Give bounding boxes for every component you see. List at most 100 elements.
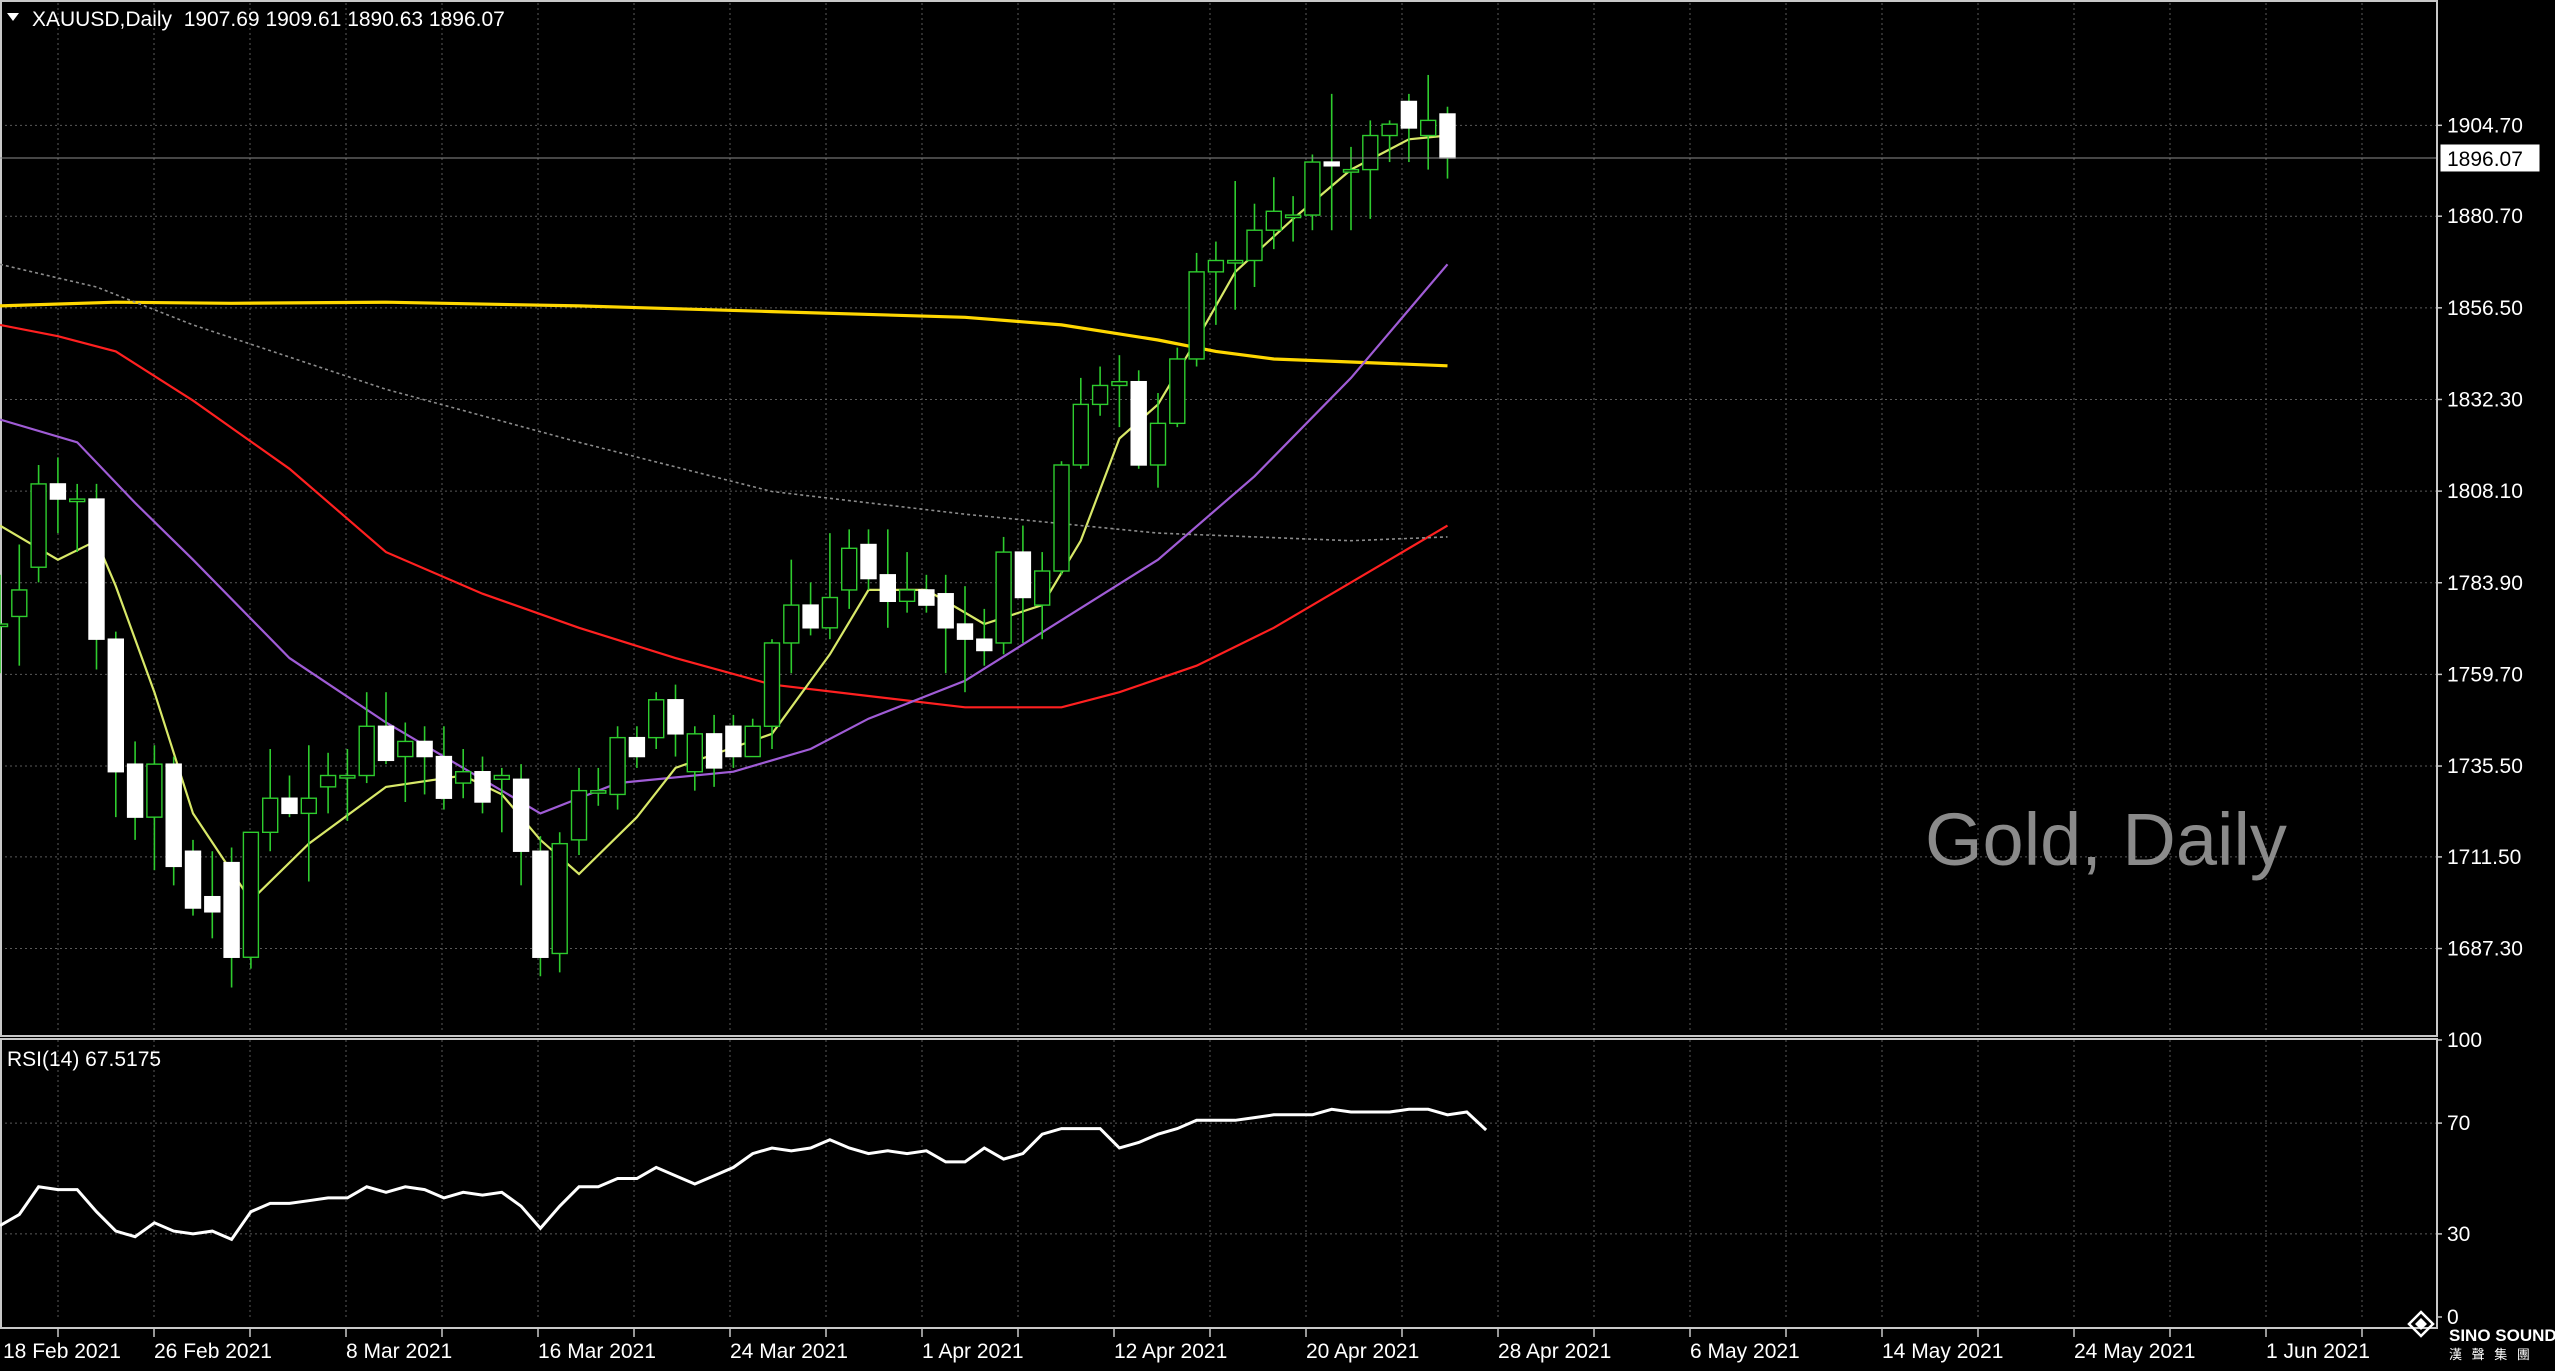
candle[interactable] [1149, 393, 1167, 488]
candle[interactable] [628, 726, 646, 768]
candle[interactable] [686, 726, 703, 791]
candle[interactable] [648, 692, 665, 749]
candle[interactable] [860, 529, 877, 590]
candle-body [146, 763, 163, 818]
candle[interactable] [1169, 347, 1186, 428]
candle[interactable] [416, 726, 433, 795]
candle[interactable] [667, 684, 684, 757]
candle[interactable] [1014, 525, 1032, 643]
candle[interactable] [281, 775, 298, 818]
candle[interactable] [1304, 154, 1321, 231]
candle[interactable] [126, 741, 144, 840]
candle-body [1226, 259, 1244, 264]
candle[interactable] [1226, 180, 1244, 310]
candle[interactable] [918, 574, 935, 613]
candle[interactable] [435, 726, 453, 810]
candle[interactable] [532, 836, 549, 977]
candle-body [88, 498, 105, 640]
candle[interactable] [995, 536, 1012, 655]
price-axis[interactable]: 1904.70 1880.70 1856.50 1832.30 1808.10 1783.… [2436, 114, 2523, 961]
candle[interactable] [590, 767, 607, 806]
candle[interactable] [898, 552, 916, 613]
candle[interactable] [1284, 196, 1302, 242]
candle-body [1014, 551, 1032, 599]
candle[interactable] [319, 752, 337, 814]
candle[interactable] [165, 756, 182, 886]
candle-body [358, 725, 375, 777]
candle-body [262, 797, 279, 834]
collapse-triangle-icon[interactable] [7, 13, 19, 21]
svg-text:SINO SOUND: SINO SOUND [2449, 1326, 2555, 1345]
candle[interactable] [1323, 93, 1340, 231]
candle[interactable] [783, 559, 800, 674]
candle[interactable] [146, 745, 163, 871]
candle[interactable] [609, 726, 626, 810]
candle-body [995, 551, 1012, 644]
candle[interactable] [11, 544, 28, 666]
candle[interactable] [551, 832, 568, 973]
candle[interactable] [841, 529, 858, 609]
candle[interactable] [68, 483, 86, 553]
candle[interactable] [455, 748, 472, 799]
candle[interactable] [223, 847, 240, 988]
candle[interactable] [1130, 370, 1147, 469]
moving-average-line [0, 263, 1449, 815]
candle[interactable] [493, 767, 510, 833]
candle[interactable] [1111, 355, 1128, 428]
candle[interactable] [242, 831, 260, 969]
date-tick-label: 18 Feb 2021 [3, 1340, 121, 1363]
candle[interactable] [262, 748, 279, 852]
date-axis[interactable]: 18 Feb 2021 26 Feb 2021 8 Mar 2021 16 Mar 2… [3, 1329, 2370, 1363]
candle[interactable] [358, 692, 375, 784]
candle[interactable] [1362, 120, 1379, 219]
candle[interactable] [937, 574, 954, 674]
candle[interactable] [300, 745, 317, 882]
candle[interactable] [204, 851, 221, 939]
candle[interactable] [725, 714, 742, 768]
candle[interactable] [705, 714, 723, 787]
candle-body [126, 763, 144, 818]
candle[interactable] [88, 483, 105, 670]
candle-body [165, 763, 182, 868]
candle-body [628, 736, 646, 758]
candle[interactable] [184, 839, 202, 916]
candle[interactable] [107, 631, 125, 818]
candle[interactable] [956, 586, 974, 693]
candle-body [725, 725, 742, 758]
candle[interactable] [1439, 106, 1456, 179]
candle[interactable] [512, 764, 530, 886]
candle[interactable] [1033, 552, 1051, 640]
candle[interactable] [1091, 366, 1109, 416]
candle[interactable] [744, 718, 761, 758]
candle[interactable] [1207, 241, 1225, 325]
candle[interactable] [377, 692, 395, 765]
candle[interactable] [397, 722, 414, 803]
candle[interactable] [1381, 120, 1398, 163]
candle[interactable] [570, 767, 588, 856]
date-tick-label: 1 Jun 2021 [2266, 1340, 2370, 1363]
candle-body [686, 733, 703, 773]
candle[interactable] [763, 639, 781, 749]
candle[interactable] [1265, 177, 1283, 250]
candle[interactable] [1419, 74, 1437, 170]
candle[interactable] [1072, 377, 1090, 469]
candles[interactable] [0, 74, 1456, 988]
candle-body [223, 861, 240, 958]
candle[interactable] [976, 608, 993, 666]
price-tick-label: 1783.90 [2447, 572, 2523, 595]
candle[interactable] [30, 464, 47, 583]
candle[interactable] [1400, 93, 1418, 163]
candle[interactable] [1342, 146, 1360, 231]
candle[interactable] [1188, 252, 1205, 367]
watermark: Gold, Daily [1925, 798, 2287, 881]
candle[interactable] [339, 748, 356, 821]
candle[interactable] [802, 582, 819, 636]
candle[interactable] [879, 529, 896, 628]
candle[interactable] [49, 457, 67, 534]
candle[interactable] [0, 574, 9, 674]
candle[interactable] [474, 756, 491, 814]
candle[interactable] [1246, 203, 1263, 288]
candle[interactable] [821, 533, 839, 640]
candle[interactable] [1053, 461, 1070, 575]
